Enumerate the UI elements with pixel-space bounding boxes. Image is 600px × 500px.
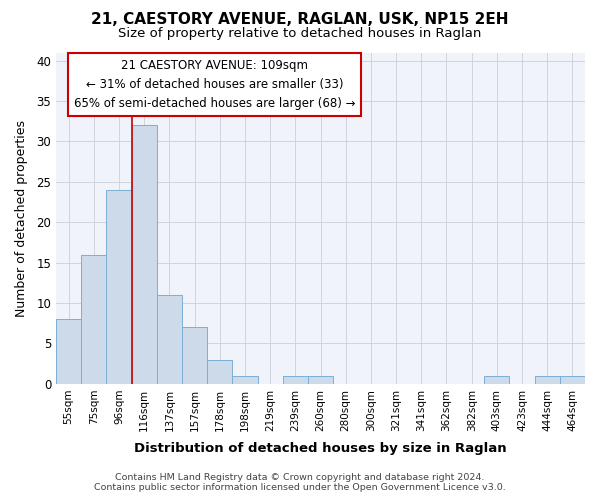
Y-axis label: Number of detached properties: Number of detached properties — [15, 120, 28, 316]
Bar — [207, 360, 232, 384]
Bar — [81, 254, 106, 384]
Text: 21, CAESTORY AVENUE, RAGLAN, USK, NP15 2EH: 21, CAESTORY AVENUE, RAGLAN, USK, NP15 2… — [91, 12, 509, 28]
Bar — [283, 376, 308, 384]
Bar — [106, 190, 131, 384]
Bar — [308, 376, 333, 384]
Bar — [232, 376, 257, 384]
Bar — [56, 319, 81, 384]
Text: Size of property relative to detached houses in Raglan: Size of property relative to detached ho… — [118, 28, 482, 40]
Bar — [182, 328, 207, 384]
Bar — [560, 376, 585, 384]
Bar — [535, 376, 560, 384]
Text: Contains HM Land Registry data © Crown copyright and database right 2024.
Contai: Contains HM Land Registry data © Crown c… — [94, 473, 506, 492]
Bar — [131, 125, 157, 384]
Bar — [484, 376, 509, 384]
Bar — [157, 295, 182, 384]
Text: 21 CAESTORY AVENUE: 109sqm
← 31% of detached houses are smaller (33)
65% of semi: 21 CAESTORY AVENUE: 109sqm ← 31% of deta… — [74, 59, 355, 110]
X-axis label: Distribution of detached houses by size in Raglan: Distribution of detached houses by size … — [134, 442, 507, 455]
